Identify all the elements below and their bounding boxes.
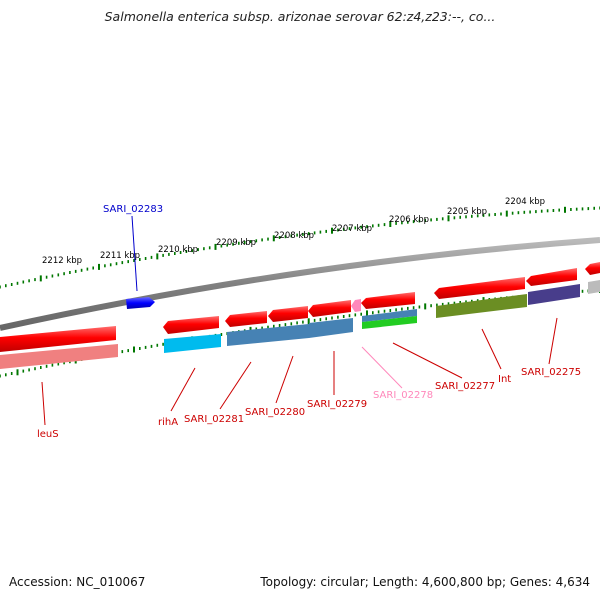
cog-bar-Int bbox=[436, 294, 527, 318]
map-title: Salmonella enterica subsp. arizonae sero… bbox=[104, 9, 496, 24]
cog-bar-SARI_02277-a bbox=[362, 309, 417, 322]
gene-label-SARI_02278[interactable]: SARI_02278 bbox=[373, 390, 433, 401]
scale-labels: 2212 kbp 2211 kbp 2210 kbp 2209 kbp 2208… bbox=[42, 197, 545, 266]
label-connectors bbox=[41, 215, 558, 426]
cog-bar-SARI_02279 bbox=[309, 318, 353, 338]
scale-ticks-outer bbox=[0, 206, 600, 289]
gene-SARI_02281[interactable] bbox=[225, 311, 267, 327]
kbp-label: 2206 kbp bbox=[389, 215, 429, 225]
connector-SARI_02275 bbox=[548, 317, 558, 365]
kbp-label: 2208 kbp bbox=[274, 231, 314, 241]
connector-SARI_02283 bbox=[131, 215, 138, 292]
gene-leuS[interactable] bbox=[0, 326, 116, 352]
gene-label-rihA[interactable]: rihA bbox=[158, 417, 178, 428]
gene-rihA[interactable] bbox=[163, 316, 219, 334]
cog-bar-SARI_02277-b bbox=[362, 316, 417, 329]
gene-SARI_02283[interactable] bbox=[126, 297, 155, 309]
gene-label-SARI_02281[interactable]: SARI_02281 bbox=[184, 414, 244, 425]
gene-next[interactable] bbox=[585, 262, 600, 275]
cog-bar-next bbox=[588, 280, 600, 294]
cog-bar-rihA bbox=[164, 334, 221, 353]
cog-bar-SARI_02281 bbox=[227, 328, 268, 346]
gene-SARI_02275[interactable] bbox=[526, 268, 577, 286]
gene-label-SARI_02283[interactable]: SARI_02283 bbox=[103, 204, 163, 215]
cog-bar-SARI_02280 bbox=[268, 324, 309, 342]
gene-SARI_02277[interactable] bbox=[361, 292, 415, 309]
cog-category-bars bbox=[0, 280, 600, 369]
gene-label-SARI_02277[interactable]: SARI_02277 bbox=[435, 381, 495, 392]
gene-label-leuS[interactable]: leuS bbox=[37, 429, 59, 440]
kbp-label: 2212 kbp bbox=[42, 256, 82, 266]
kbp-label: 2209 kbp bbox=[216, 238, 256, 248]
gene-SARI_02280[interactable] bbox=[268, 306, 308, 322]
connector-SARI_02281 bbox=[219, 361, 252, 410]
gene-SARI_02278[interactable] bbox=[351, 299, 361, 312]
kbp-label: 2204 kbp bbox=[505, 197, 545, 207]
cog-bar-leuS bbox=[0, 344, 118, 369]
gene-label-SARI_02279[interactable]: SARI_02279 bbox=[307, 399, 367, 410]
kbp-label: 2210 kbp bbox=[158, 245, 198, 255]
gene-label-SARI_02275[interactable]: SARI_02275 bbox=[521, 367, 581, 378]
gene-label-SARI_02280[interactable]: SARI_02280 bbox=[245, 407, 305, 418]
connector-SARI_02280 bbox=[275, 355, 294, 404]
gene-labels: SARI_02283 leuS rihA SARI_02281 SARI_022… bbox=[37, 204, 581, 440]
gene-SARI_02279[interactable] bbox=[308, 300, 351, 317]
cog-bar-SARI_02275 bbox=[528, 284, 580, 305]
kbp-label: 2211 kbp bbox=[100, 251, 140, 261]
kbp-label: 2207 kbp bbox=[332, 224, 372, 234]
reverse-strand-cds bbox=[0, 262, 600, 352]
accession-text: Accession: NC_010067 bbox=[9, 575, 146, 589]
gene-label-Int[interactable]: Int bbox=[498, 374, 511, 385]
connector-rihA bbox=[170, 367, 196, 412]
connector-leuS bbox=[41, 381, 46, 426]
gene-Int[interactable] bbox=[434, 277, 525, 299]
connector-Int bbox=[481, 328, 502, 370]
genome-stats-text: Topology: circular; Length: 4,600,800 bp… bbox=[260, 575, 590, 589]
connector-SARI_02277 bbox=[392, 342, 463, 379]
backbone-ring bbox=[0, 237, 600, 331]
kbp-label: 2205 kbp bbox=[447, 207, 487, 217]
connector-SARI_02278 bbox=[361, 346, 403, 389]
